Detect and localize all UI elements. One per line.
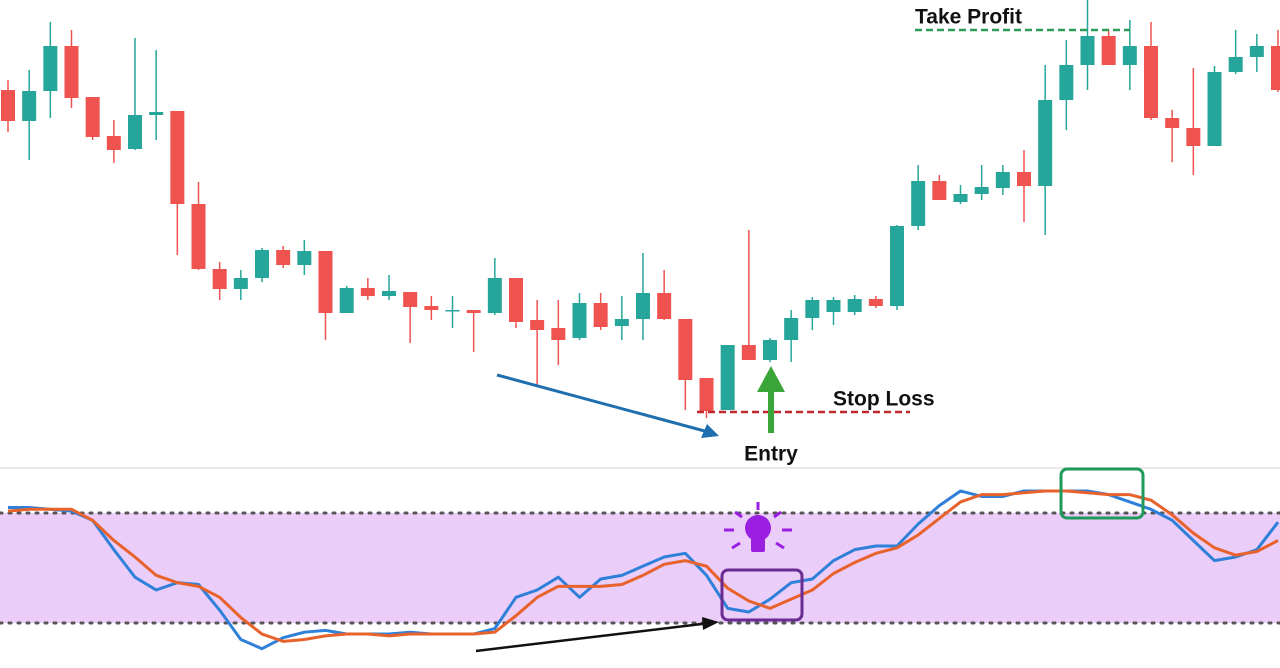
candle-body <box>509 278 523 322</box>
candle-body <box>678 319 693 380</box>
arrow <box>475 621 711 653</box>
candle-body <box>403 292 418 307</box>
candle-body <box>1165 118 1180 128</box>
candle-body <box>1038 100 1053 186</box>
candle-body <box>255 250 269 278</box>
candle-body <box>466 310 481 313</box>
candle-body <box>826 300 841 312</box>
highlight-box <box>720 568 804 622</box>
candle-body <box>911 181 926 226</box>
candle-body <box>784 318 799 340</box>
candle-body <box>847 299 862 312</box>
candle-body <box>318 251 333 313</box>
candle-body <box>445 310 460 312</box>
candle-body <box>763 340 777 360</box>
candle-body <box>572 303 587 338</box>
candle-body <box>1059 65 1074 100</box>
candle-body <box>43 46 58 91</box>
candle-body <box>339 288 354 313</box>
candle-body <box>1271 46 1280 90</box>
take-profit-label: Take Profit <box>915 6 1022 29</box>
candle-body <box>64 46 79 98</box>
candle-body <box>424 306 439 310</box>
candle-body <box>1249 46 1264 57</box>
candle-body <box>382 291 396 296</box>
candle-body <box>106 136 121 150</box>
candle-body <box>1207 72 1222 146</box>
entry-arrow-head <box>757 366 785 392</box>
candle-body <box>85 97 100 137</box>
entry-label: Entry <box>744 443 798 466</box>
candle-body <box>699 378 714 411</box>
candle-body <box>593 303 608 327</box>
candle-body <box>276 250 291 265</box>
stop-loss-label: Stop Loss <box>833 388 935 411</box>
candle-body <box>1 90 15 121</box>
candle-body <box>297 251 312 265</box>
arrow-head <box>702 617 719 630</box>
candle-body <box>720 345 735 410</box>
highlight-box <box>1059 467 1145 520</box>
candle-body <box>890 226 904 306</box>
candle-body <box>128 115 142 149</box>
candle-body <box>932 181 947 200</box>
candle-body <box>953 194 968 202</box>
candle-body <box>1080 36 1095 65</box>
candle-body <box>212 269 227 289</box>
candles <box>1 0 1280 418</box>
candle-body <box>636 293 650 319</box>
oscillator <box>7 489 1280 651</box>
candle-body <box>741 345 756 360</box>
candle-body <box>657 293 672 319</box>
candle-body <box>191 204 206 269</box>
candle-body <box>170 111 185 204</box>
candle-body <box>149 112 164 115</box>
candle-body <box>1144 46 1158 118</box>
candle-body <box>614 319 629 326</box>
candle-body <box>1228 57 1243 72</box>
lightbulb-icon <box>724 502 792 552</box>
candle-body <box>360 288 375 296</box>
arrow-head <box>701 424 719 438</box>
candle-body <box>551 328 566 340</box>
candle-body <box>805 300 820 318</box>
candle-body <box>1122 46 1137 65</box>
arrow <box>496 373 713 435</box>
candle-body <box>974 187 989 194</box>
candle-body <box>487 278 502 313</box>
candle-body <box>1186 128 1201 146</box>
oscillator-line <box>7 489 1279 643</box>
candle-body <box>22 91 37 121</box>
candle-body <box>1017 172 1031 186</box>
candle-body <box>1101 36 1116 65</box>
candle-body <box>530 320 545 330</box>
candle-body <box>868 299 883 306</box>
candle-body <box>995 172 1010 188</box>
candle-body <box>233 278 248 289</box>
